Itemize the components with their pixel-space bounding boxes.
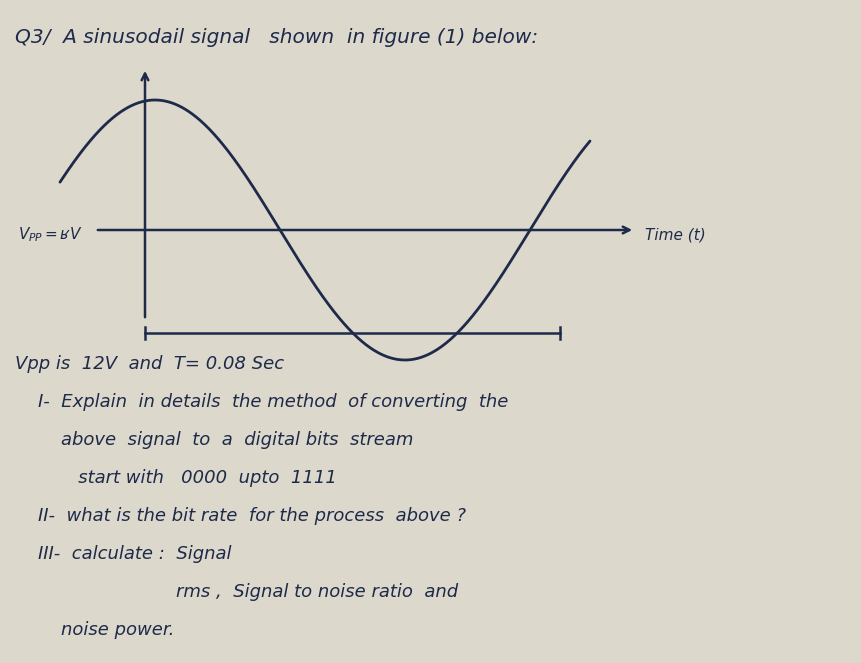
Text: I-  Explain  in details  the method  of converting  the: I- Explain in details the method of conv… — [15, 393, 508, 411]
Text: noise power.: noise power. — [15, 621, 174, 639]
Text: Q3/  A sinusodail signal   shown  in figure (1) below:: Q3/ A sinusodail signal shown in figure … — [15, 28, 537, 47]
Text: above  signal  to  a  digital bits  stream: above signal to a digital bits stream — [15, 431, 413, 449]
Text: II-  what is the bit rate  for the process  above ?: II- what is the bit rate for the process… — [15, 507, 466, 525]
Text: Vpp is  12V  and  T= 0.08 Sec: Vpp is 12V and T= 0.08 Sec — [15, 355, 284, 373]
Text: start with   0000  upto  1111: start with 0000 upto 1111 — [15, 469, 337, 487]
Text: Time (t): Time (t) — [644, 227, 705, 243]
Text: rms ,  Signal to noise ratio  and: rms , Signal to noise ratio and — [15, 583, 457, 601]
Text: III-  calculate :  Signal: III- calculate : Signal — [15, 545, 232, 563]
Text: $V_{PP}=ʁV$: $V_{PP}=ʁV$ — [18, 225, 83, 245]
